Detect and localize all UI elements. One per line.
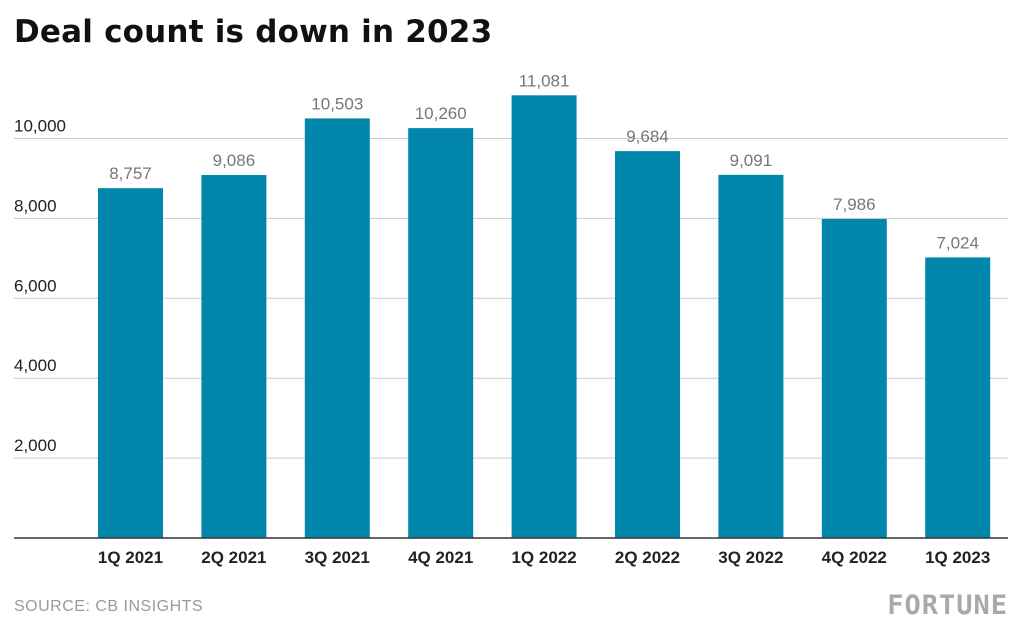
x-tick-label: 3Q 2022 (718, 548, 783, 567)
data-label: 10,260 (415, 104, 467, 123)
x-tick-label: 3Q 2021 (305, 548, 370, 567)
y-tick-label: 10,000 (14, 117, 66, 136)
brand-logo: FORTUNE (887, 590, 1008, 621)
source-note: SOURCE: CB INSIGHTS (14, 598, 204, 615)
data-label: 9,091 (730, 151, 773, 170)
bar (718, 174, 784, 538)
data-label: 9,086 (213, 151, 256, 170)
x-tick-label: 1Q 2022 (511, 548, 576, 567)
bars (98, 95, 991, 539)
bar (615, 151, 680, 538)
x-tick-label: 1Q 2021 (98, 548, 163, 567)
data-label: 7,024 (936, 233, 979, 252)
chart-title: Deal count is down in 2023 (14, 14, 493, 50)
x-tick-label: 2Q 2021 (201, 548, 266, 567)
x-tick-label: 4Q 2022 (822, 548, 887, 567)
bar (925, 257, 991, 538)
data-label: 10,503 (311, 94, 363, 113)
data-label: 9,684 (626, 127, 669, 146)
bar (821, 218, 887, 539)
y-tick-label: 6,000 (14, 276, 57, 295)
labels: 2,000 4,000 6,000 8,000 10,000 8,757 1Q 2021 9,… (14, 71, 990, 567)
data-label: 7,986 (833, 195, 876, 214)
bar (408, 128, 474, 538)
bar (304, 118, 370, 538)
y-tick-label: 4,000 (14, 356, 57, 375)
x-tick-label: 1Q 2023 (925, 548, 990, 567)
y-tick-label: 8,000 (14, 196, 57, 215)
x-tick-label: 4Q 2021 (408, 548, 473, 567)
data-label: 8,757 (109, 164, 152, 183)
data-label: 11,081 (519, 71, 570, 90)
bar (511, 95, 577, 538)
bar (201, 175, 267, 539)
x-tick-label: 2Q 2022 (615, 548, 680, 567)
y-tick-label: 2,000 (14, 436, 57, 455)
bar (98, 188, 163, 539)
